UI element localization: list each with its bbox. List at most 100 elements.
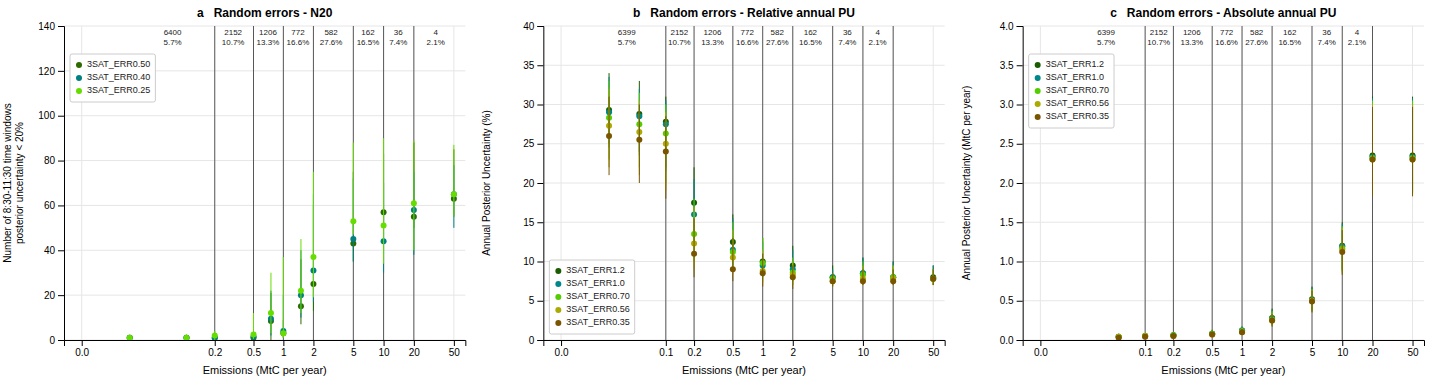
error-bar — [270, 273, 271, 334]
tick-mark — [58, 295, 64, 296]
series — [606, 97, 936, 289]
tick: 10 — [523, 256, 543, 267]
grid-line — [543, 65, 944, 66]
series — [1116, 105, 1416, 340]
tick-mark — [863, 340, 864, 346]
bin-line — [353, 26, 354, 340]
series — [606, 81, 936, 285]
point — [1209, 331, 1215, 337]
tick: 20 — [888, 340, 900, 358]
tick-label: 0.5 — [1206, 347, 1220, 358]
tick-label: 2 — [1270, 347, 1276, 358]
point — [1209, 332, 1215, 338]
tick: 2 — [790, 340, 796, 358]
point — [1410, 156, 1416, 162]
grid — [64, 26, 465, 340]
grid — [543, 26, 944, 340]
annotations: 63995.7%215210.7%120613.3%77216.6%58227.… — [1097, 28, 1366, 47]
point — [451, 191, 457, 197]
tick-label: 4.0 — [1000, 21, 1014, 32]
bin-line — [832, 26, 833, 340]
x-axis-line — [544, 341, 945, 347]
point — [1142, 333, 1148, 339]
tick-mark — [933, 340, 934, 346]
point — [1269, 317, 1275, 323]
point — [127, 335, 133, 340]
tick-label: 0.1 — [1139, 347, 1153, 358]
tick-mark — [1342, 340, 1343, 346]
point — [212, 333, 218, 339]
tick-label: 0.0 — [1000, 335, 1014, 346]
tick-label: 40 — [523, 21, 535, 32]
grid-line — [543, 26, 944, 27]
annotation: 772 — [291, 28, 305, 37]
y-axis-title: Number of 8:30-11:30 time windowsposteri… — [2, 103, 25, 262]
legend: 3SAT_ERR1.23SAT_ERR1.03SAT_ERR0.703SAT_E… — [549, 260, 634, 334]
legend-marker — [1035, 114, 1041, 120]
tick-label: 140 — [38, 21, 55, 32]
point — [636, 137, 642, 143]
bin-line — [792, 26, 793, 340]
x-axis: 0.00.10.20.5125102050 — [1023, 340, 1424, 358]
panel: 0.00.10.20.51251020500510152025303540639… — [481, 6, 945, 376]
tick-mark — [58, 205, 64, 206]
tick-mark — [537, 26, 543, 27]
point — [1170, 332, 1176, 338]
tick-label: 20 — [888, 347, 900, 358]
point — [1209, 331, 1215, 337]
point — [1309, 298, 1315, 304]
annotation: 10.7% — [1147, 38, 1170, 47]
legend-marker — [1035, 75, 1041, 81]
annotation: 5.7% — [163, 38, 181, 47]
point — [1309, 299, 1315, 305]
point — [1116, 334, 1122, 340]
legend-marker — [555, 294, 561, 300]
tick: 0.1 — [1139, 340, 1153, 358]
grid-line — [1242, 26, 1243, 340]
tick-label: 0 — [49, 335, 55, 346]
tick-label: 0.5 — [726, 347, 740, 358]
grid-line — [214, 26, 215, 340]
title: c Random errors - Absolute annual PU — [1110, 6, 1336, 20]
point — [183, 335, 189, 340]
tick-mark — [82, 340, 83, 346]
bin-line — [383, 26, 384, 340]
tick-label: 100 — [38, 110, 55, 121]
point — [1142, 333, 1148, 339]
tick: 20 — [409, 340, 421, 358]
annotation: 5.7% — [618, 38, 636, 47]
grid-line — [313, 26, 314, 340]
tick: 20 — [44, 290, 64, 301]
point — [1239, 328, 1245, 334]
grid-line — [1212, 26, 1213, 340]
error-bar — [313, 172, 314, 298]
point — [1239, 329, 1245, 335]
tick: 5 — [351, 340, 357, 358]
panel: 0.00.10.20.51251020500.00.51.01.52.02.53… — [961, 6, 1425, 376]
annotation: 13.3% — [701, 38, 724, 47]
tick-mark — [58, 71, 64, 72]
error-bar — [283, 257, 284, 338]
point — [381, 223, 387, 229]
bin-line — [1342, 26, 1343, 340]
legend-label: 3SAT_ERR0.35 — [566, 317, 629, 327]
grid-line — [1272, 26, 1273, 340]
tick-label: 10 — [379, 347, 391, 358]
tick: 30 — [523, 99, 543, 110]
x-axis: 0.00.10.20.5125102050 — [544, 340, 945, 358]
y-axis-title: Annual Posterior Uncertainty (MtC per ye… — [961, 86, 972, 281]
grid-line — [64, 295, 465, 296]
annotation: 6400 — [164, 28, 182, 37]
error-bar — [413, 140, 414, 250]
grid-line — [413, 26, 414, 340]
point — [298, 288, 304, 294]
tick-mark — [1040, 340, 1041, 346]
grid-line — [1145, 26, 1146, 340]
point — [1142, 334, 1148, 340]
tick: 0.0 — [555, 340, 569, 358]
bin-line — [1272, 26, 1273, 340]
annotations: 63995.7%215210.7%120613.3%77216.6%58227.… — [618, 28, 887, 47]
point — [760, 270, 766, 276]
grid-line — [1173, 26, 1174, 340]
tick: 0 — [49, 335, 64, 346]
